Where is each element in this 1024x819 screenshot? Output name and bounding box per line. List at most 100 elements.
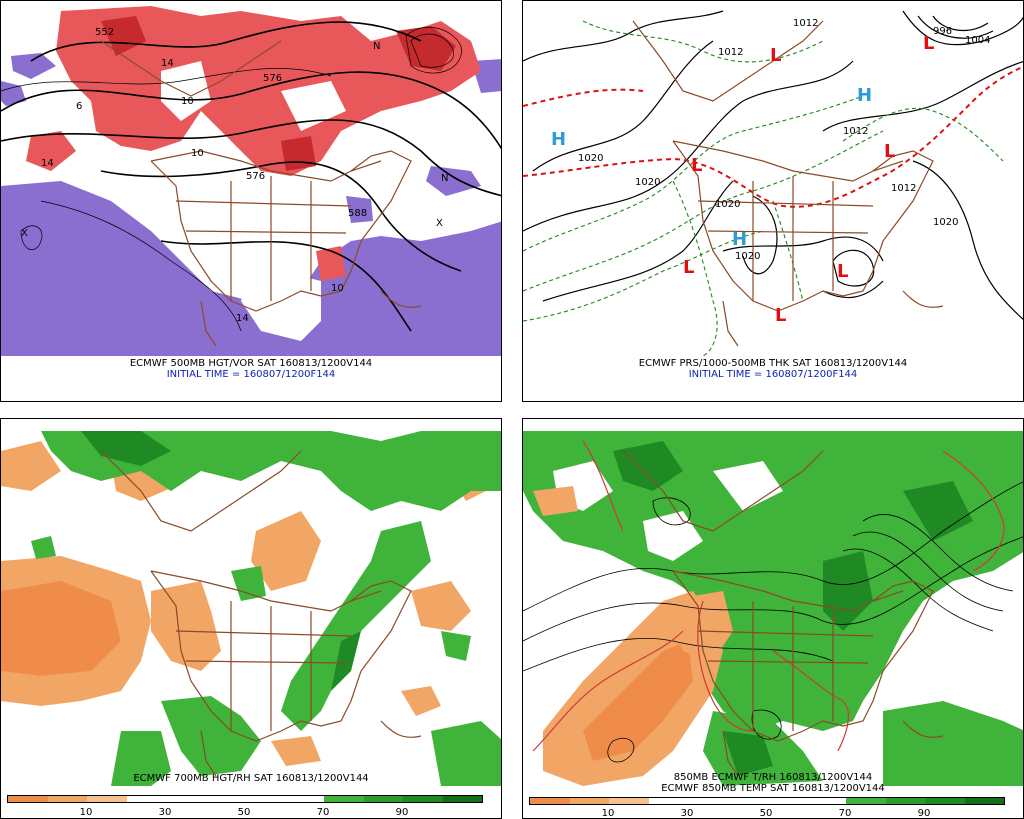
svg-text:1012: 1012 [843, 126, 868, 137]
wet-bits2 [31, 536, 56, 559]
svg-text:1012: 1012 [718, 47, 743, 58]
panel-850mb-title: 850MB ECMWF T/RH 160813/1200V144 [673, 772, 873, 783]
wet-dark-850b [823, 551, 873, 631]
colorbar-step [885, 798, 925, 804]
dry-atl [411, 581, 471, 631]
svg-text:1020: 1020 [735, 251, 760, 262]
svg-text:14: 14 [236, 313, 249, 324]
low-southeast: L [837, 261, 848, 282]
colorbar-700mb [7, 795, 483, 803]
neg-vort-small3 [426, 166, 481, 196]
svg-text:996: 996 [933, 26, 952, 37]
wet-dark-850 [613, 441, 683, 491]
colorbar-step [688, 798, 728, 804]
colorbar-step [442, 796, 482, 802]
colorbar-step [87, 796, 127, 802]
dry-north [251, 511, 321, 591]
wet-east [281, 521, 431, 731]
colorbar-step [324, 796, 364, 802]
panel-700mb-rh: ECMWF 700MB HGT/RH SAT 160813/1200V144 1… [0, 418, 502, 819]
panel-mslp-title: ECMWF PRS/1000-500MB THK SAT 160813/1200… [638, 358, 908, 369]
svg-text:1004: 1004 [965, 35, 990, 46]
wet-north-850 [523, 431, 1023, 731]
svg-text:588: 588 [348, 208, 367, 219]
svg-text:N: N [373, 41, 380, 52]
colorbar-step [964, 798, 1004, 804]
svg-text:1020: 1020 [635, 177, 660, 188]
wet-mex [111, 731, 171, 786]
pos-vort-blob [26, 131, 76, 171]
pos-vort-dark3 [281, 136, 316, 171]
pos-vort-dark2 [101, 16, 146, 56]
map-700mb [1, 431, 501, 786]
colorbar-step [806, 798, 846, 804]
colorbar-step [846, 798, 886, 804]
neg-vort-small4 [346, 196, 373, 223]
colorbar-step [925, 798, 965, 804]
wet-bits3 [441, 631, 471, 661]
dry-west [151, 581, 221, 671]
svg-text:N: N [441, 173, 448, 184]
svg-text:10: 10 [331, 283, 344, 294]
pos-vort-white-gap2 [281, 81, 346, 131]
colorbar-step [727, 798, 767, 804]
panel-700mb-title: ECMWF 700MB HGT/RH SAT 160813/1200V144 [133, 773, 369, 784]
svg-text:576: 576 [246, 171, 265, 182]
colorbar-step [8, 796, 48, 802]
colorbar-step [530, 798, 570, 804]
wet-north-dark [81, 431, 171, 466]
colorbar-step [609, 798, 649, 804]
panel-500mb-vorticity: 552 576 576 588 14 10 14 6 10 10 14 X N … [0, 0, 502, 402]
map-mslp: H H H L L L L L L L 1020 1020 1012 1012 … [523, 10, 1023, 356]
dry-atl2 [401, 686, 441, 716]
high-hudson: H [857, 85, 872, 106]
svg-text:X: X [21, 228, 28, 239]
panel-500mb-title: ECMWF 500MB HGT/VOR SAT 160813/1200V144 [129, 358, 373, 369]
wet-north-850-holes3 [713, 461, 783, 511]
low-rockies: L [691, 155, 702, 176]
wet-south-850-dark [723, 731, 773, 776]
pressure-centers: H H H L L L L L L L [551, 33, 934, 326]
dry-pacific-core [1, 581, 121, 676]
map-500mb: 552 576 576 588 14 10 14 6 10 10 14 X N … [1, 6, 501, 356]
pos-vort-region [56, 6, 481, 176]
svg-text:552: 552 [95, 27, 114, 38]
colorbar-step [363, 796, 403, 802]
svg-text:6: 6 [76, 101, 82, 112]
pos-vort-white-gap [161, 61, 211, 121]
colorbar-step [648, 798, 688, 804]
colorbar-step [166, 796, 206, 802]
svg-text:1020: 1020 [715, 199, 740, 210]
wet-bits [231, 566, 266, 601]
svg-text:1020: 1020 [933, 217, 958, 228]
panel-850mb-trh: 850MB ECMWF T/RH 160813/1200V144 ECMWF 8… [522, 418, 1024, 819]
high-pacific: H [551, 129, 566, 150]
map-850mb [523, 431, 1023, 786]
wet-north-850-holes2 [643, 511, 703, 561]
colorbar-step [569, 798, 609, 804]
svg-text:1012: 1012 [793, 18, 818, 29]
panel-mslp-thickness: H H H L L L L L L L 1020 1020 1012 1012 … [522, 0, 1024, 402]
neg-vort-small [1, 81, 26, 106]
colorbar-step [126, 796, 166, 802]
svg-text:1012: 1012 [891, 183, 916, 194]
low-north: L [770, 45, 781, 66]
low-labrador: L [923, 33, 934, 54]
wet-south [161, 696, 261, 776]
panel-mslp-init-time: INITIAL TIME = 160807/1200F144 [688, 369, 858, 380]
colorbar-step [245, 796, 285, 802]
high-plains: H [732, 229, 747, 250]
low-mexico: L [775, 305, 786, 326]
dry-ne-850 [533, 486, 578, 516]
contour-labels-500: 552 576 576 588 14 10 14 6 10 10 14 X N … [21, 27, 448, 324]
wet-east-dark [331, 631, 361, 691]
svg-text:576: 576 [263, 73, 282, 84]
wet-dark-850c [903, 481, 973, 541]
colorbar-850mb [529, 797, 1005, 805]
svg-text:14: 14 [41, 158, 54, 169]
wet-carib [431, 721, 501, 786]
colorbar-step [284, 796, 324, 802]
low-northeast: L [884, 141, 895, 162]
svg-text:10: 10 [181, 96, 194, 107]
dry-sw-850-core [583, 641, 693, 761]
